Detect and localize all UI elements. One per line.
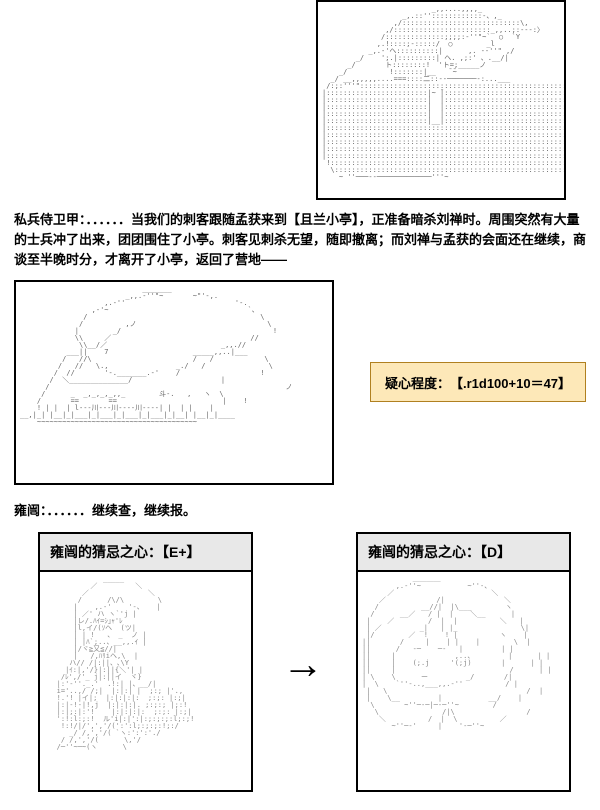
card-rank: 【D】 — [480, 544, 511, 560]
card-header: 雍闿的猜忌之心：【D】 — [358, 534, 569, 572]
suspicion-card-after: 雍闿的猜忌之心：【D】 ＿＿＿＿ ,.-''~ ~''-、 ／ ＼ ／ /| ＼… — [356, 532, 571, 792]
card-ascii-portrait: ＿＿＿＿ ,.-''~ ~''-、 ／ ＼ ／ /| ＼ / __//| |\_… — [358, 572, 569, 790]
narration-text: 继续查，继续报。 — [92, 503, 196, 518]
narration-guard-report: 私兵侍卫甲：．．．．．．当我们的刺客跟随孟获来到【且兰小亭】，正准备暗杀刘禅时。… — [14, 210, 586, 270]
roll-result: 【.r1d100+10＝47】 — [450, 373, 571, 392]
ellipsis: ．．．．．． — [86, 212, 132, 227]
speaker-label: 雍闿： — [14, 503, 47, 518]
card-title-prefix: 雍闿的猜忌之心： — [368, 544, 480, 560]
ellipsis: ．．．．．． — [47, 503, 93, 518]
narration-yongkai-reply: 雍闿：．．．．．．继续查，继续报。 — [14, 500, 196, 519]
card-title-prefix: 雍闿的猜忌之心： — [50, 544, 162, 560]
card-header: 雍闿的猜忌之心：【E+】 — [40, 534, 251, 572]
transition-arrow-icon: → — [282, 640, 324, 688]
card-rank: 【E+】 — [162, 544, 201, 560]
card-ascii-portrait: _____ ／ ＼ ／ ＼ / /\/\ \ | ,.-' '-、 | | ／'… — [40, 572, 251, 790]
ascii-figure-guard: _,,....,,,,_ _,.::''::::::::::::-、,_ ,/:… — [316, 0, 566, 200]
dice-roll-box: 疑心程度：【.r1d100+10＝47】 — [370, 362, 586, 402]
suspicion-card-before: 雍闿的猜忌之心：【E+】 _____ ／ ＼ ／ ＼ / /\/\ \ | ,.… — [38, 532, 253, 792]
speaker-label: 私兵侍卫甲： — [14, 212, 86, 227]
roll-label: 疑心程度： — [385, 373, 450, 392]
ascii-figure-yongkai: _______ _,,.-''"~ ~"'-,. ,.-'' '-. ,-'~ … — [14, 280, 334, 485]
